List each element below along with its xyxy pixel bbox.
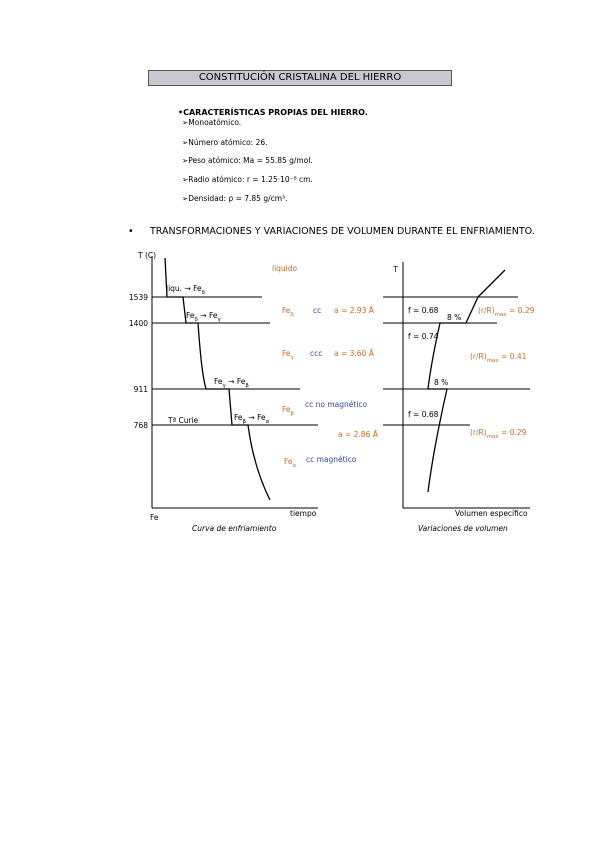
item: ➢Peso atómico: Ma = 55.85 g/mol. <box>182 156 313 165</box>
text-run: Fe <box>282 349 291 358</box>
subscript: max <box>495 312 508 318</box>
label: (r/R)max = 0.41 <box>470 352 527 364</box>
subscript: γ <box>217 317 221 323</box>
label: a = 2.93 Å <box>334 306 375 315</box>
text-run: (r/R) <box>470 352 487 361</box>
label: (r/R)max = 0.29 <box>470 428 527 440</box>
label: cc no magnético <box>305 400 368 409</box>
subscript: γ <box>223 383 227 389</box>
label: T (C) <box>137 251 156 260</box>
text-run: a = 3.60 Å <box>334 349 375 358</box>
subscript: β <box>245 383 249 389</box>
label: cc <box>313 306 321 315</box>
text-run: Fe <box>234 413 243 422</box>
subscript: δ <box>202 290 206 296</box>
text-run: Fe <box>186 311 195 320</box>
subscript: max <box>487 434 500 440</box>
label: 1539 <box>129 293 148 302</box>
label: Feβ <box>282 405 295 417</box>
subscript: β <box>291 411 295 417</box>
text-run: Fe <box>282 405 291 414</box>
text-run: 8 % <box>434 378 448 387</box>
label: a = 2.86 Å <box>338 430 379 439</box>
label: 768 <box>134 421 149 430</box>
text-run: = 0.29 <box>507 306 535 315</box>
text-run: 8 % <box>447 313 461 322</box>
text-run: Fe <box>214 377 223 386</box>
label: liqu. → Feδ <box>166 284 206 296</box>
label: a = 3.60 Å <box>334 349 375 358</box>
item: ➢Radio atómico: r = 1.25·10⁻⁸ cm. <box>182 175 313 184</box>
text-run: = 0.29 <box>499 428 527 437</box>
item: ➢Densidad: ρ = 7.85 g/cm³. <box>182 194 288 203</box>
label: T <box>392 265 398 274</box>
label: Fe <box>150 513 159 522</box>
label: (r/R)max = 0.29 <box>478 306 535 318</box>
label: Tª Curie <box>167 416 199 425</box>
text-run: liqu. → Fe <box>166 284 202 293</box>
text-run: cc magnético <box>306 455 357 464</box>
label: tiempo <box>290 509 317 518</box>
text-run: f = 0.68 <box>408 410 439 419</box>
text-run: (r/R) <box>470 428 487 437</box>
left-lines <box>151 256 530 509</box>
label: Feγ <box>282 349 295 361</box>
heading: •CARACTERÍSTICAS PROPIAS DEL HIERRO. <box>178 108 368 117</box>
text-run: a = 2.86 Å <box>338 430 379 439</box>
subscript: δ <box>195 317 199 323</box>
text-run: cc <box>313 306 321 315</box>
text-run: f = 0.74 <box>408 332 439 341</box>
label: Feα <box>284 457 297 469</box>
item: ➢Monoatómico. <box>182 118 242 127</box>
text-run: a = 2.93 Å <box>334 306 375 315</box>
text-run: Fe <box>284 457 293 466</box>
label: líquido <box>272 264 298 273</box>
item: ➢Número atómico: 26. <box>182 138 268 147</box>
label: Feβ → Feα <box>234 413 270 425</box>
label: Feγ → Feβ <box>214 377 249 389</box>
label: Feδ → Feγ <box>186 311 221 323</box>
subscript: α <box>266 419 270 425</box>
text-run: f = 0.68 <box>408 306 439 315</box>
subscript: max <box>487 358 500 364</box>
text-run: cc no magnético <box>305 400 368 409</box>
label: ccc <box>310 349 322 358</box>
text-run: → Fe <box>198 311 218 320</box>
text-run: líquido <box>272 264 298 273</box>
text-run: → Fe <box>226 377 246 386</box>
text-run: ccc <box>310 349 322 358</box>
label: f = 0.68 <box>408 306 439 315</box>
label: 8 % <box>447 313 461 322</box>
subscript: δ <box>291 312 295 318</box>
label: Volumen específico <box>455 509 528 518</box>
subscript: α <box>293 463 297 469</box>
label: Variaciones de volumen <box>418 524 508 533</box>
text-run: (r/R) <box>478 306 495 315</box>
label: Feδ <box>282 306 295 318</box>
label: Curva de enfriamiento <box>192 524 277 533</box>
text-run: Tª Curie <box>167 416 199 425</box>
bullet: • <box>128 226 134 237</box>
label: 911 <box>134 385 149 394</box>
text-run: = 0.41 <box>499 352 527 361</box>
section-title: TRANSFORMACIONES Y VARIACIONES DE VOLUME… <box>150 226 535 237</box>
subscript: γ <box>291 355 295 361</box>
label: f = 0.68 <box>408 410 439 419</box>
label: f = 0.74 <box>408 332 439 341</box>
label: 8 % <box>434 378 448 387</box>
text-run: → Fe <box>246 413 266 422</box>
subscript: β <box>243 419 247 425</box>
text-run: Fe <box>282 306 291 315</box>
label: 1400 <box>129 319 148 328</box>
title: CONSTITUCIÓN CRISTALINA DEL HIERRO <box>148 70 452 86</box>
label: cc magnético <box>306 455 357 464</box>
